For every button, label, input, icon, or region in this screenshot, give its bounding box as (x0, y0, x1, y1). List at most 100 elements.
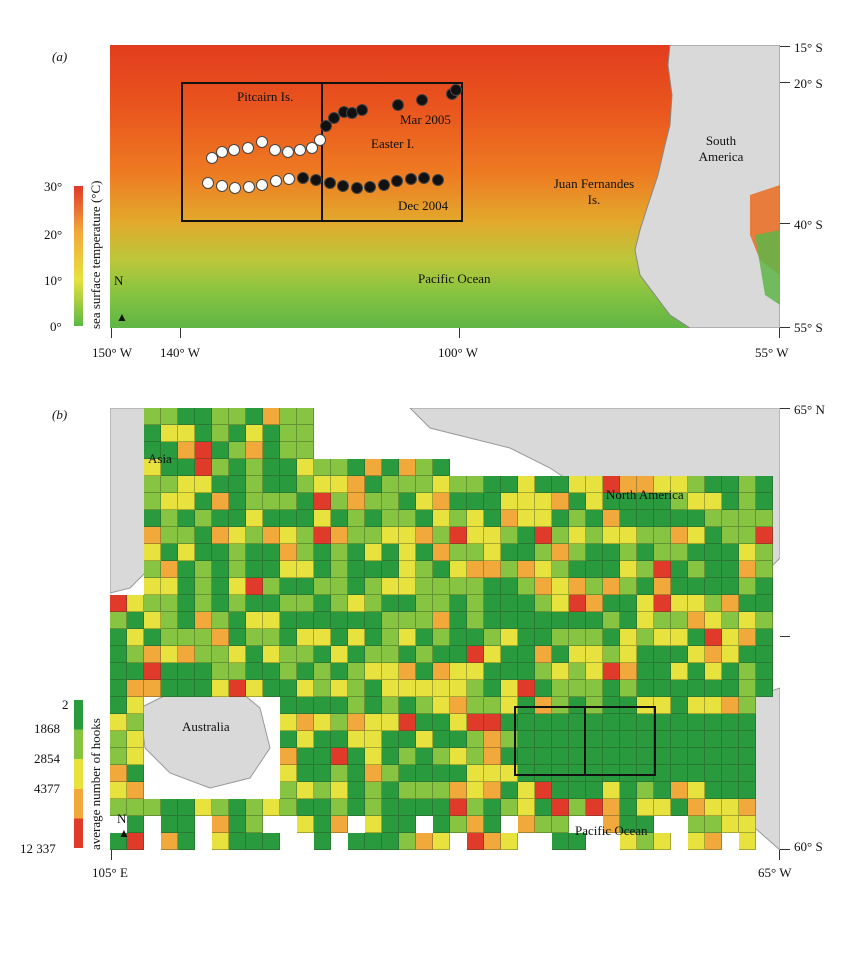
grid-cell (637, 544, 654, 561)
grid-cell (688, 833, 705, 850)
grid-cell (382, 629, 399, 646)
grid-cell (365, 816, 382, 833)
grid-cell (501, 493, 518, 510)
grid-cell (705, 748, 722, 765)
grid-cell (382, 459, 399, 476)
grid-cell (739, 561, 756, 578)
grid-cell (433, 646, 450, 663)
grid-cell (688, 578, 705, 595)
grid-cell (229, 408, 246, 425)
grid-cell (246, 629, 263, 646)
grid-cell (484, 612, 501, 629)
grid-cell (637, 510, 654, 527)
grid-cell (365, 833, 382, 850)
grid-cell (756, 493, 773, 510)
grid-cell (620, 714, 637, 731)
grid-cell (518, 629, 535, 646)
grid-cell (671, 544, 688, 561)
grid-cell (365, 612, 382, 629)
grid-cell (688, 697, 705, 714)
grid-cell (280, 799, 297, 816)
grid-cell (331, 799, 348, 816)
grid-cell (705, 782, 722, 799)
grid-cell (263, 425, 280, 442)
grid-cell (144, 612, 161, 629)
grid-cell (263, 476, 280, 493)
grid-cell (705, 493, 722, 510)
track-point (215, 180, 228, 193)
grid-cell (518, 663, 535, 680)
grid-cell (620, 629, 637, 646)
grid-cell (161, 578, 178, 595)
grid-cell (314, 493, 331, 510)
grid-cell (195, 510, 212, 527)
grid-cell (161, 561, 178, 578)
grid-cell (280, 527, 297, 544)
grid-cell (433, 459, 450, 476)
hooks-colorbar-title: average number of hooks (88, 718, 103, 850)
lon-tick-150w: 150° W (92, 345, 132, 360)
track-point (323, 177, 336, 190)
grid-cell (722, 510, 739, 527)
grid-cell (382, 493, 399, 510)
grid-cell (620, 493, 637, 510)
grid-cell (229, 629, 246, 646)
grid-cell (603, 782, 620, 799)
grid-cell (654, 748, 671, 765)
grid-cell (671, 663, 688, 680)
grid-cell (722, 714, 739, 731)
grid-cell (212, 663, 229, 680)
grid-cell (603, 714, 620, 731)
grid-cell (552, 748, 569, 765)
grid-cell (756, 680, 773, 697)
grid-cell (348, 612, 365, 629)
grid-cell (399, 663, 416, 680)
grid-cell (110, 629, 127, 646)
grid-cell (756, 544, 773, 561)
grid-cell (552, 663, 569, 680)
grid-cell (756, 476, 773, 493)
grid-cell (314, 459, 331, 476)
track-point (256, 178, 268, 191)
grid-cell (637, 816, 654, 833)
grid-cell (722, 544, 739, 561)
grid-cell (416, 629, 433, 646)
grid-cell (756, 629, 773, 646)
grid-cell (161, 680, 178, 697)
grid-cell (569, 748, 586, 765)
grid-cell (280, 493, 297, 510)
grid-cell (484, 663, 501, 680)
grid-cell (518, 782, 535, 799)
grid-cell (127, 697, 144, 714)
grid-cell (688, 544, 705, 561)
grid-cell (144, 510, 161, 527)
grid-cell (756, 510, 773, 527)
grid-cell (433, 765, 450, 782)
label-australia: Australia (182, 719, 230, 734)
grid-cell (433, 629, 450, 646)
grid-cell (501, 510, 518, 527)
grid-cell (263, 408, 280, 425)
grid-cell (705, 612, 722, 629)
grid-cell (467, 561, 484, 578)
grid-cell (586, 510, 603, 527)
grid-cell (416, 731, 433, 748)
grid-cell (280, 408, 297, 425)
track-point (404, 172, 417, 185)
grid-cell (518, 510, 535, 527)
grid-cell (297, 629, 314, 646)
grid-cell (263, 833, 280, 850)
grid-cell (637, 663, 654, 680)
cb-b-tick-2: 2 (62, 697, 69, 712)
grid-cell (280, 595, 297, 612)
grid-cell (195, 476, 212, 493)
grid-cell (195, 629, 212, 646)
grid-cell (739, 680, 756, 697)
grid-cell (229, 510, 246, 527)
grid-cell (535, 629, 552, 646)
grid-cell (467, 782, 484, 799)
grid-cell (722, 646, 739, 663)
grid-cell (212, 595, 229, 612)
grid-cell (399, 612, 416, 629)
grid-cell (569, 731, 586, 748)
